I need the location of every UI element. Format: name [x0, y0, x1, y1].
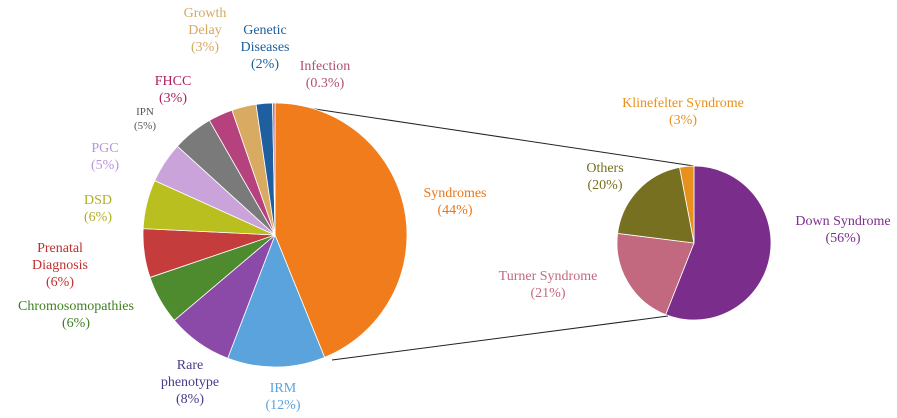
slice-label: Growth Delay (3%): [175, 5, 235, 56]
value-label: (44%): [437, 203, 473, 218]
value-label: (3%): [191, 40, 219, 55]
slice-label: PGC (5%): [75, 140, 135, 174]
slice-label: Others (20%): [575, 160, 635, 194]
category-name: DSD: [83, 193, 112, 208]
slice-label: FHCC (3%): [143, 73, 203, 107]
category-name: IPN: [136, 106, 154, 118]
pie-slice: [679, 165, 695, 244]
value-label: (56%): [825, 231, 861, 246]
category-name: PGC: [91, 141, 119, 156]
value-label: (6%): [84, 210, 112, 225]
slice-label: Chromosomopathies (6%): [0, 298, 156, 332]
category-name: Klinefelter Syndrome: [622, 96, 744, 111]
slice-label: Genetic Diseases (2%): [230, 22, 300, 73]
pie-slice: [665, 165, 772, 321]
slice-label: Down Syndrome (56%): [783, 213, 897, 247]
category-name: FHCC: [154, 74, 192, 89]
value-label: (3%): [159, 91, 187, 106]
slice-label: Rare phenotype (8%): [150, 357, 230, 408]
value-label: (12%): [265, 398, 301, 413]
category-name: Rare phenotype: [160, 358, 220, 390]
value-label: (20%): [587, 178, 623, 193]
slice-label: IPN (5%): [120, 105, 170, 133]
category-name: Infection: [299, 59, 351, 74]
category-name: Turner Syndrome: [498, 269, 598, 284]
category-name: Growth Delay: [183, 6, 227, 38]
category-name: Down Syndrome: [795, 214, 891, 229]
value-label: (21%): [530, 286, 566, 301]
connector-line: [274, 102, 695, 167]
category-name: Syndromes: [423, 186, 487, 201]
category-name: Others: [586, 161, 624, 176]
category-name: Chromosomopathies: [18, 299, 134, 314]
pie-slice: [274, 102, 408, 358]
value-label: (5%): [134, 120, 156, 132]
slice-label: Syndromes (44%): [400, 185, 510, 219]
value-label: (5%): [91, 158, 119, 173]
value-label: (6%): [46, 275, 74, 290]
pie-slice: [272, 102, 276, 236]
slice-label: Turner Syndrome (21%): [478, 268, 618, 302]
value-label: (3%): [669, 113, 697, 128]
value-label: (6%): [62, 316, 90, 331]
pie-slice: [227, 233, 326, 368]
value-label: (8%): [176, 392, 204, 407]
slice-label: Klinefelter Syndrome (3%): [603, 95, 763, 129]
category-name: Genetic Diseases: [240, 23, 290, 55]
pie-slice: [616, 232, 695, 316]
slice-label: DSD (6%): [68, 192, 128, 226]
slice-label: Infection (0.3%): [285, 58, 365, 92]
slice-label: Prenatal Diagnosis (6%): [15, 240, 105, 291]
pie-slice: [617, 166, 695, 244]
value-label: (0.3%): [305, 76, 345, 91]
category-name: IRM: [269, 381, 297, 396]
category-name: Prenatal Diagnosis: [32, 241, 88, 273]
connector-line: [331, 315, 669, 361]
slice-label: IRM (12%): [253, 380, 313, 414]
value-label: (2%): [251, 57, 279, 72]
